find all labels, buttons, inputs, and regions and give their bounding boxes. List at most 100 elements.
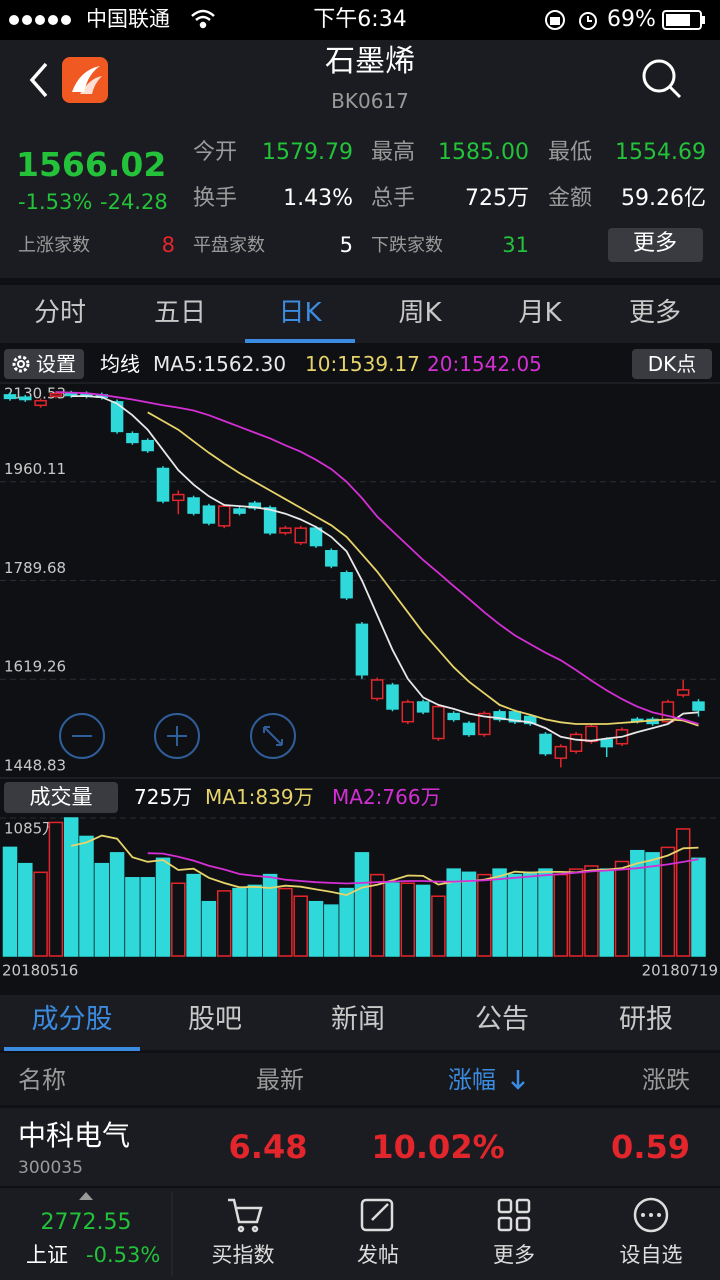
stock-name[interactable]: 中科电气	[18, 1119, 131, 1152]
column-header[interactable]: 涨幅	[448, 1066, 496, 1094]
post-icon	[360, 1198, 394, 1232]
volume-bar	[262, 873, 278, 957]
candle-body	[600, 738, 613, 748]
zoom-out[interactable]	[59, 713, 105, 759]
list-tab[interactable]: 股吧	[188, 1004, 242, 1035]
lock-icon	[545, 10, 565, 30]
dk-button[interactable]	[632, 349, 712, 379]
volume-bar	[599, 868, 614, 957]
nav-label[interactable]: 设自选	[619, 1243, 683, 1267]
candle-body	[478, 712, 491, 736]
nav-label[interactable]: 更多	[493, 1243, 535, 1267]
nav-label[interactable]: 发帖	[357, 1243, 399, 1267]
volume-bar	[216, 890, 232, 957]
table-row[interactable]	[0, 1108, 720, 1186]
period-tab[interactable]: 分时	[33, 298, 87, 328]
column-header[interactable]: 最新	[256, 1066, 304, 1094]
volume-bar	[33, 871, 48, 957]
list-tab[interactable]: 研报	[619, 1004, 673, 1035]
volume-bar	[308, 900, 324, 957]
volume-bar	[63, 817, 79, 957]
change: -24.28	[100, 190, 168, 214]
alarm-icon	[579, 12, 597, 30]
volume-bar	[584, 865, 599, 957]
period-tab[interactable]: 周K	[398, 298, 442, 328]
candle-body	[217, 505, 231, 527]
volume-bar	[507, 873, 523, 957]
volume-bar	[568, 868, 584, 957]
column-header[interactable]: 涨跌	[642, 1066, 690, 1094]
period-tab[interactable]: 五日	[153, 298, 207, 328]
candle-body	[309, 527, 323, 547]
candle-body	[3, 394, 17, 400]
vol-ma-legend: MA2:766万	[332, 785, 441, 809]
candle-body	[172, 493, 185, 502]
watchlist-icon	[633, 1197, 669, 1233]
stat-value: 1579.79	[262, 140, 353, 165]
dk-label[interactable]: DK点	[647, 352, 697, 376]
more-label[interactable]: 更多	[632, 231, 678, 256]
candle-body	[585, 725, 598, 743]
candle-body	[661, 701, 675, 723]
candle-body	[370, 679, 384, 700]
candle-body	[279, 527, 292, 534]
list-tab[interactable]: 公告	[475, 1004, 529, 1035]
nav-label[interactable]: 买指数	[211, 1243, 275, 1267]
candle-body	[156, 467, 170, 502]
search-button[interactable]	[642, 59, 682, 99]
more-button[interactable]	[608, 228, 703, 262]
period-tab[interactable]: 月K	[518, 298, 562, 328]
index-name[interactable]: 上证	[26, 1243, 68, 1267]
ma-legend: 20:1542.05	[427, 352, 542, 376]
ma-line	[55, 391, 699, 725]
volume-bar	[201, 900, 217, 957]
stat-label: 最低	[548, 140, 593, 165]
stat-value: 31	[502, 233, 529, 257]
volume-bar	[492, 868, 507, 957]
ma-legend: 10:1539.17	[305, 352, 420, 376]
back-button[interactable]	[29, 62, 48, 98]
period-tab[interactable]: 更多	[628, 298, 682, 328]
y-tick-label: 1960.11	[4, 460, 66, 478]
volume-bar	[660, 846, 676, 957]
settings-label[interactable]: 设置	[36, 352, 76, 376]
battery-level: 69%	[607, 7, 656, 32]
stat-value: 1554.69	[615, 140, 706, 165]
volume-bar	[400, 882, 416, 957]
code: BK0617	[331, 89, 409, 113]
stock-code: 300035	[18, 1158, 83, 1178]
volume-bar	[125, 877, 140, 957]
volume-bar	[278, 887, 293, 957]
change-pct: -1.53%	[18, 190, 93, 214]
volume-value: 725万	[134, 785, 193, 809]
volume-bar	[385, 882, 400, 957]
zoom-in[interactable]	[154, 713, 200, 759]
carrier: 中国联通	[86, 7, 170, 31]
ma-legend: MA5:1562.30	[153, 352, 287, 376]
list-tab[interactable]: 成分股	[31, 1004, 113, 1035]
y-tick-label: 1789.68	[4, 559, 66, 577]
volume-bar	[155, 857, 171, 957]
price: 1566.02	[16, 145, 167, 184]
volume-bar	[645, 852, 660, 957]
candle-body	[340, 572, 353, 599]
list-tab[interactable]: 新闻	[331, 1004, 385, 1035]
fullscreen[interactable]	[250, 713, 296, 759]
candle-body	[325, 550, 338, 567]
clock: 下午6:34	[313, 7, 407, 32]
sort-arrow	[511, 1070, 525, 1090]
volume-label[interactable]: 成交量	[29, 785, 93, 809]
wifi-icon	[191, 9, 215, 29]
volume-bar	[171, 882, 186, 957]
volume-bar	[247, 884, 263, 957]
stat-value: 1585.00	[438, 140, 529, 165]
index-change[interactable]: -0.53%	[86, 1243, 161, 1267]
period-tab[interactable]: 日K	[278, 298, 322, 328]
expand-arrow[interactable]	[79, 1192, 93, 1200]
index-value[interactable]: 2772.55	[40, 1210, 132, 1235]
candle-body	[355, 623, 369, 676]
candle-body	[432, 705, 445, 740]
volume-button[interactable]	[4, 782, 118, 813]
table-header	[0, 1053, 720, 1105]
